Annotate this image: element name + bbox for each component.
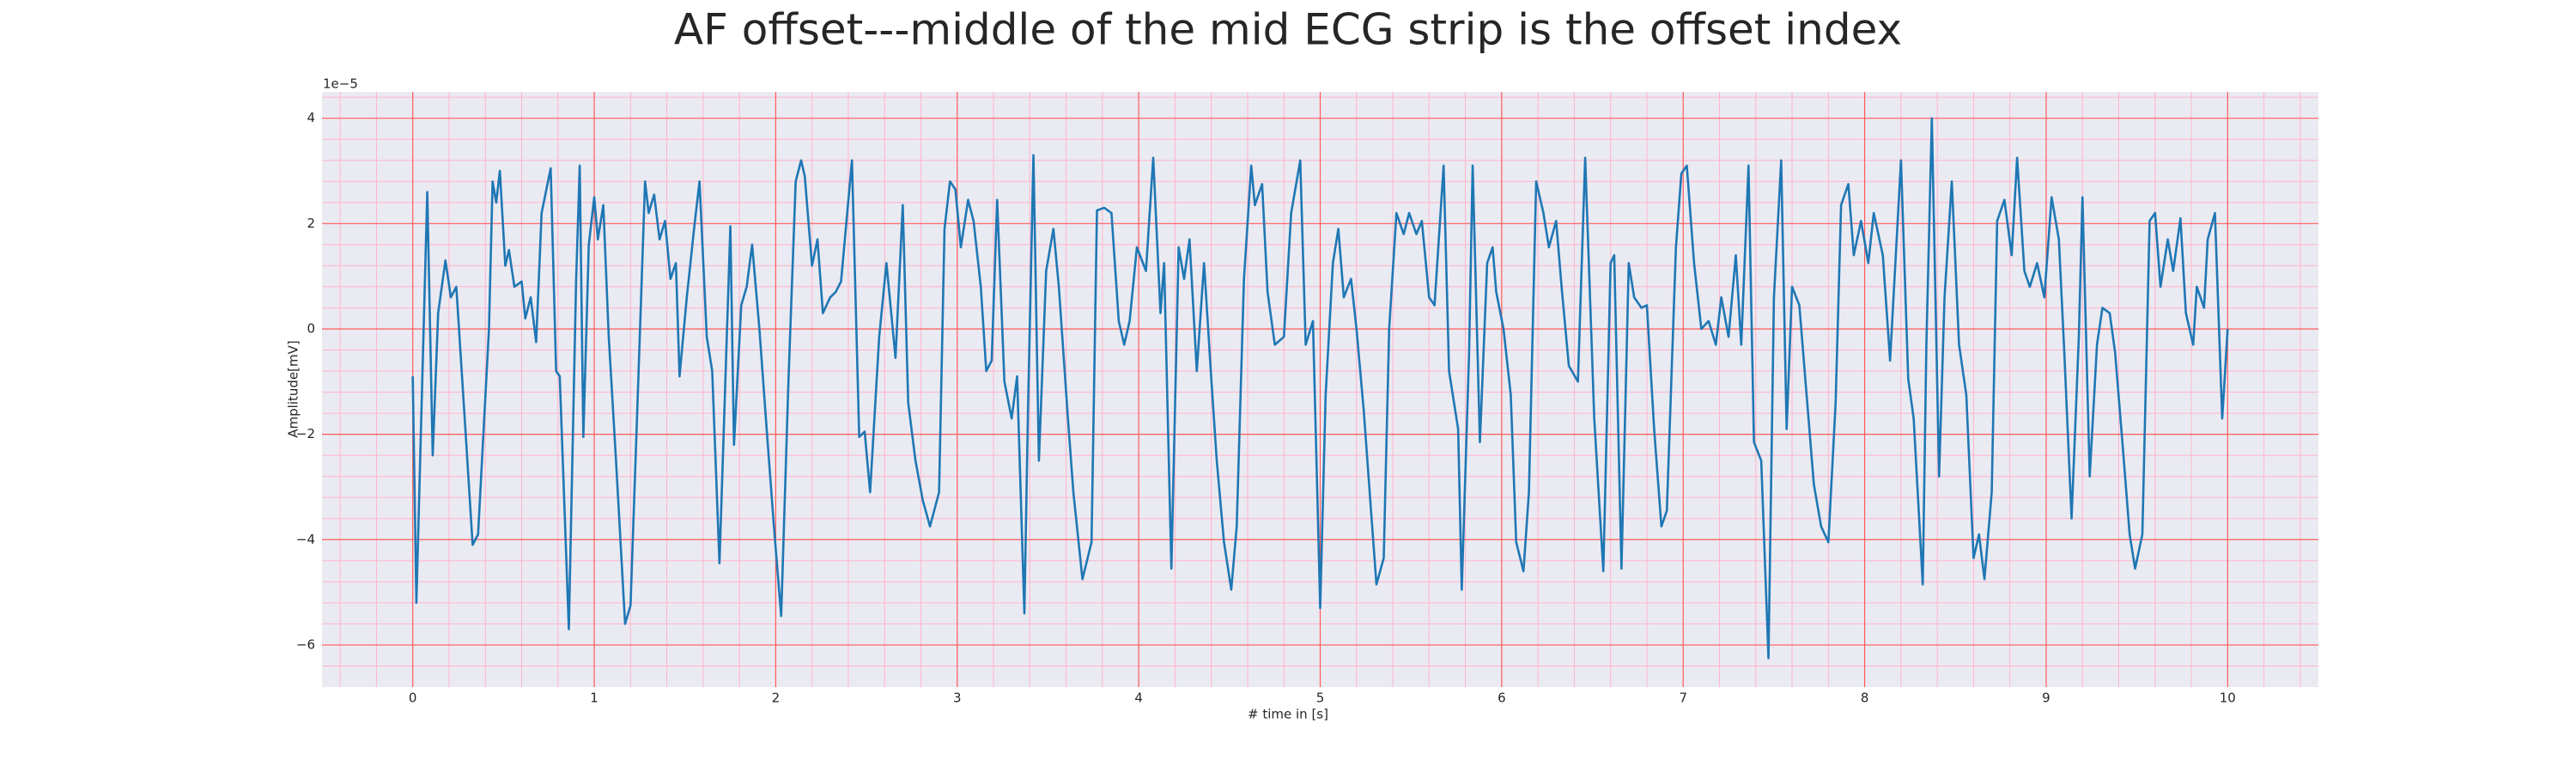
x-tick-label: 5 (1316, 691, 1325, 706)
x-tick-label: 8 (1861, 691, 1869, 706)
ecg-line (411, 117, 2229, 660)
x-tick-label: 10 (2220, 691, 2236, 706)
y-tick-label: −4 (296, 532, 315, 547)
chart-title: AF offset---middle of the mid ECG strip … (674, 5, 1902, 55)
x-tick-label: 7 (1679, 691, 1687, 706)
y-tick-label: 2 (307, 216, 315, 231)
x-tick-label: 4 (1134, 691, 1143, 706)
y-tick-label: −6 (296, 636, 315, 652)
y-tick-label: 4 (307, 110, 315, 125)
x-tick-label: 0 (409, 691, 417, 706)
x-tick-label: 2 (772, 691, 781, 706)
y-tick-label: −2 (296, 426, 315, 441)
y-offset-label: 1e−5 (323, 76, 358, 92)
x-tick-label: 1 (590, 691, 598, 706)
x-tick-label: 3 (953, 691, 962, 706)
x-tick-label: 6 (1498, 691, 1506, 706)
y-tick-label: 0 (307, 320, 315, 336)
x-tick-label: 9 (2042, 691, 2050, 706)
y-axis-label: Amplitude[mV] (286, 340, 301, 437)
x-axis-label: # time in [s] (1248, 707, 1328, 722)
